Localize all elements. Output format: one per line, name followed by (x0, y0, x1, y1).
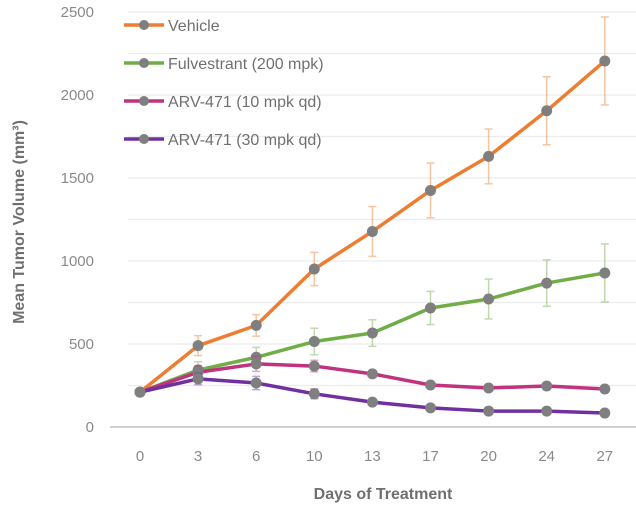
data-point (541, 277, 553, 289)
x-axis-title: Days of Treatment (314, 486, 453, 503)
x-tick-label: 20 (480, 448, 497, 465)
series-line (139, 377, 605, 415)
data-point (366, 225, 378, 237)
data-point (599, 407, 611, 419)
data-point (250, 377, 262, 389)
y-axis-title: Mean Tumor Volume (mm³) (11, 120, 28, 324)
y-tick-label: 2500 (61, 4, 94, 21)
y-tick-label: 1500 (61, 170, 94, 187)
data-point (366, 396, 378, 408)
legend-swatch-marker (139, 58, 149, 68)
data-point (599, 383, 611, 395)
data-point (308, 360, 320, 372)
data-point (541, 105, 553, 117)
x-tick-label: 0 (136, 448, 144, 465)
legend-swatch-marker (139, 134, 149, 144)
data-point (308, 263, 320, 275)
y-tick-label: 500 (69, 336, 94, 353)
data-point (366, 368, 378, 380)
data-point (192, 373, 204, 385)
data-point (425, 302, 436, 314)
y-tick-label: 2000 (61, 87, 94, 104)
legend-swatch-marker (139, 20, 149, 30)
data-point (541, 405, 553, 417)
data-point (308, 336, 320, 348)
data-point (250, 358, 262, 370)
data-point (541, 380, 553, 392)
data-point (483, 382, 495, 394)
data-point (599, 267, 611, 279)
legend-label: Fulvestrant (200 mpk) (168, 56, 324, 73)
series-3 (134, 372, 611, 419)
data-point (192, 340, 204, 352)
data-point (250, 319, 262, 331)
data-point (134, 386, 146, 398)
legend-swatch-marker (139, 96, 149, 106)
series-layer (134, 16, 611, 419)
legend: Vehicle Fulvestrant (200 mpk) ARV-471 (10 … (124, 18, 324, 149)
legend-label: Vehicle (168, 18, 220, 35)
legend-item: ARV-471 (30 mpk qd) (124, 132, 322, 149)
data-point (425, 184, 436, 196)
data-point (483, 293, 495, 305)
x-tick-label: 10 (306, 448, 323, 465)
x-tick-label: 27 (596, 448, 613, 465)
data-point (425, 379, 436, 391)
x-tick-label: 3 (194, 448, 202, 465)
series-2 (134, 355, 611, 398)
legend-item: Fulvestrant (200 mpk) (124, 56, 324, 73)
y-tick-label: 0 (86, 419, 94, 436)
gridlines (128, 11, 636, 387)
data-point (425, 402, 436, 414)
y-axis-ticks: 0 500 1000 1500 2000 2500 (61, 4, 94, 436)
legend-label: ARV-471 (10 mpk qd) (168, 94, 322, 111)
data-point (308, 388, 320, 400)
legend-item: ARV-471 (10 mpk qd) (124, 94, 322, 111)
x-tick-label: 6 (252, 448, 260, 465)
data-point (483, 405, 495, 417)
x-axis-ticks: 0 3 6 10 13 17 20 24 27 (136, 448, 613, 465)
x-tick-label: 24 (538, 448, 555, 465)
data-point (483, 150, 495, 162)
data-point (599, 55, 611, 67)
y-tick-label: 1000 (61, 253, 94, 270)
legend-label: ARV-471 (30 mpk qd) (168, 132, 322, 149)
x-tick-label: 17 (422, 448, 439, 465)
data-point (366, 327, 378, 339)
x-tick-label: 13 (364, 448, 381, 465)
legend-item: Vehicle (124, 18, 220, 35)
